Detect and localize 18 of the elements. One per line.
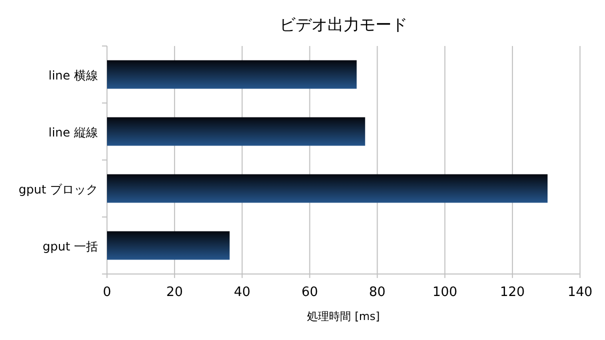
x-axis-title: 処理時間 [ms]	[307, 310, 380, 323]
x-tick-label: 80	[369, 285, 386, 300]
x-tick-label: 60	[301, 285, 318, 300]
bar	[107, 117, 366, 146]
x-tick-label: 120	[500, 285, 525, 300]
bar	[107, 174, 548, 203]
y-tick-label: line 縦線	[48, 126, 98, 140]
x-tick-label: 100	[432, 285, 458, 300]
x-tick-label: 0	[102, 285, 112, 300]
bar	[107, 231, 230, 260]
y-tick-label: gput ブロック	[18, 182, 98, 196]
y-tick-label: gput 一括	[42, 240, 98, 254]
x-tick-label: 20	[166, 285, 183, 300]
y-tick-label: line 横線	[48, 68, 98, 82]
x-tick-label: 140	[568, 285, 592, 300]
bar	[107, 60, 357, 89]
x-tick-label: 40	[234, 285, 250, 300]
chart-title: ビデオ出力モード	[280, 15, 408, 34]
